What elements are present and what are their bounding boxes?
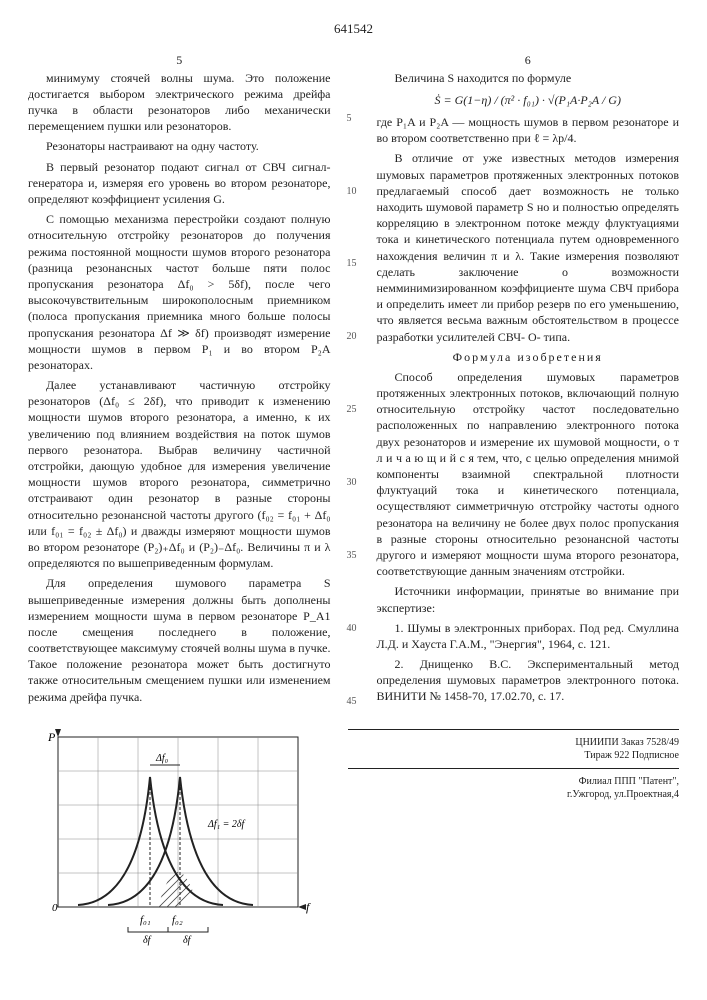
lnum: 40 xyxy=(347,622,361,636)
footer-line: Тираж 922 Подписное xyxy=(348,749,679,762)
right-column: 6 Величина S находится по формуле Ṡ = G(… xyxy=(377,52,680,709)
para: Резонаторы настраивают на одну частоту. xyxy=(28,138,331,154)
footer-line: ЦНИИПИ Заказ 7528/49 xyxy=(348,736,679,749)
lnum: 25 xyxy=(347,403,361,417)
lnum: 5 xyxy=(347,112,361,126)
para: С помощью механизма перестройки создают … xyxy=(28,211,331,373)
para: В отличие от уже известных методов измер… xyxy=(377,150,680,344)
lnum: 15 xyxy=(347,257,361,271)
left-column: 5 минимуму стоячей волны шума. Это полож… xyxy=(28,52,331,709)
formula-note: где P₁A и P₂A — мощность шумов в первом … xyxy=(377,114,680,146)
deltaf-bracket1 xyxy=(128,927,168,932)
deltaf-bracket2 xyxy=(168,927,208,932)
main-formula: Ṡ = G(1−η) / (π² · f₀₁) · √(P₁A·P₂A / G) xyxy=(377,92,680,108)
col-num-right: 6 xyxy=(377,52,680,68)
resonance-plot: Δf₀ Δf₁ = 2δf P f 0 f₀₁ f₀₂ δf δf xyxy=(28,727,328,947)
df0-label: Δf₀ xyxy=(155,753,169,764)
deltaf1: δf xyxy=(143,935,152,946)
lnum: 45 xyxy=(347,695,361,709)
origin-zero: 0 xyxy=(52,902,58,914)
section-title: Формула изобретения xyxy=(377,349,680,365)
x-arrow-icon xyxy=(298,904,306,910)
x-axis-label: f xyxy=(306,900,311,914)
xtick2: f₀₂ xyxy=(172,914,183,926)
line-numbers: 5 10 15 20 25 30 35 40 45 xyxy=(347,52,361,709)
df1-label: Δf₁ = 2δf xyxy=(207,819,246,830)
source-item: 1. Шумы в электронных приборах. Под ред.… xyxy=(377,620,680,652)
y-arrow-icon xyxy=(55,729,61,737)
lnum: 20 xyxy=(347,330,361,344)
xtick1: f₀₁ xyxy=(140,914,151,926)
sources-title: Источники информации, принятые во вниман… xyxy=(377,583,680,615)
lnum: 35 xyxy=(347,549,361,563)
y-axis-label: P xyxy=(47,730,56,744)
col-num-left: 5 xyxy=(28,52,331,68)
footer-line: г.Ужгород, ул.Проектная,4 xyxy=(348,788,679,801)
para: Далее устанавливают частичную отстройку … xyxy=(28,377,331,571)
para: Способ определения шумовых параметров пр… xyxy=(377,369,680,579)
source-item: 2. Днищенко В.С. Экспериментальный метод… xyxy=(377,656,680,705)
doc-number: 641542 xyxy=(28,20,679,38)
figure: Δf₀ Δf₁ = 2δf P f 0 f₀₁ f₀₂ δf δf xyxy=(28,727,328,951)
deltaf2: δf xyxy=(183,935,192,946)
formula-intro: Величина S находится по формуле xyxy=(377,70,680,86)
para: Для определения шумового параметра S выш… xyxy=(28,575,331,705)
footer-line: Филиал ППП "Патент", xyxy=(348,775,679,788)
lnum: 30 xyxy=(347,476,361,490)
imprint: ЦНИИПИ Заказ 7528/49 Тираж 922 Подписное… xyxy=(348,723,679,801)
para: минимуму стоячей волны шума. Это положен… xyxy=(28,70,331,135)
columns: 5 минимуму стоячей волны шума. Это полож… xyxy=(28,52,679,709)
lnum: 10 xyxy=(347,185,361,199)
para: В первый резонатор подают сигнал от СВЧ … xyxy=(28,159,331,208)
